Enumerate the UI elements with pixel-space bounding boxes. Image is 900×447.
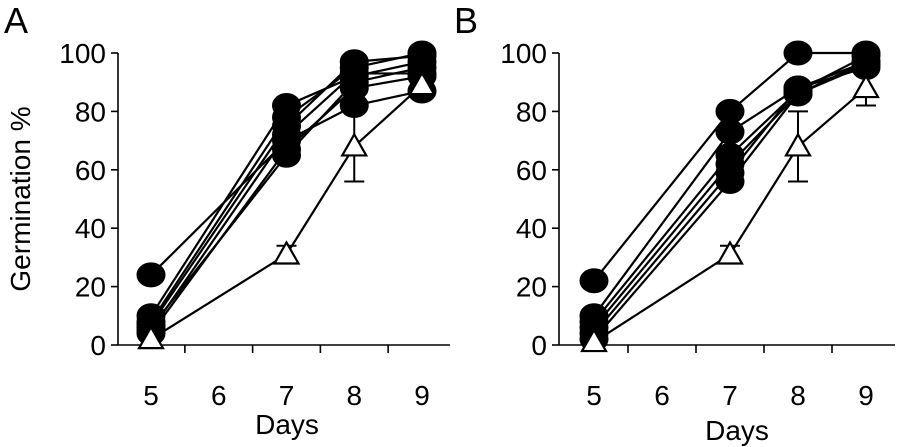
panel-b-tick-labels: 0 20 40 60 80 100 5 6 7 8 9: [500, 38, 874, 411]
panel-b-y-tick-label: 60: [516, 155, 547, 186]
panel-b-point-filled-circle: [783, 40, 813, 66]
panel-b-series-line-7: [593, 87, 867, 344]
panel-b-x-tick-label: 9: [858, 380, 874, 411]
panel-a-y-tick-label: 0: [90, 330, 106, 361]
panel-b-y-tick-label: 80: [516, 96, 547, 127]
panel-b-x-tick-label: 7: [722, 380, 738, 411]
panel-b-x-tick-label: 6: [654, 380, 670, 411]
panel-b-series-line-1: [593, 51, 866, 282]
panel-b-plot-area: [579, 40, 881, 353]
panel-b-point-open-triangle: [784, 132, 812, 157]
panel-a-y-tick-label: 80: [75, 96, 106, 127]
panel-a-x-tick-label: 6: [211, 380, 227, 411]
panel-b-point-filled-circle: [783, 81, 813, 107]
panel-b-x-axis-title: Days: [705, 415, 769, 446]
panel-b-point-filled-circle: [579, 268, 609, 294]
panel-b-x-tick-label: 8: [790, 380, 806, 411]
panel-b-point-filled-circle: [715, 119, 745, 145]
panel-b-point-filled-circle: [851, 49, 881, 75]
panel-a: A Germination % Days 0 20 40 60 80 100 5 6 7 8 9: [4, 0, 450, 440]
panel-a-series-line-7: [150, 66, 423, 329]
panel-b-y-tick-label: 20: [516, 272, 547, 303]
panel-a-point-open-triangle: [340, 132, 369, 157]
panel-b-series-line-2: [593, 60, 867, 317]
panel-b-point-open-triangle: [580, 327, 608, 353]
panel-b-axes: [552, 52, 895, 353]
panel-a-plot-area: [136, 40, 437, 350]
panel-b-y-tick-label: 0: [531, 330, 547, 361]
panel-a-y-tick-label: 40: [75, 213, 106, 244]
panel-a-series-line-5: [150, 72, 422, 332]
panel-b-y-tick-label: 40: [516, 213, 547, 244]
panel-b: B Days 0 20 40 60 80 100 5 6 7 8 9: [454, 0, 895, 446]
panel-a-tick-labels: 0 20 40 60 80 100 5 6 7 8 9: [59, 38, 430, 411]
panel-a-point-open-triangle: [272, 240, 301, 265]
panel-b-point-open-triangle: [716, 240, 744, 265]
panel-a-point-open-triangle: [137, 324, 165, 350]
panel-a-series-line-1: [150, 89, 423, 276]
panel-a-series-line-8: [150, 84, 423, 341]
panel-b-y-tick-label: 100: [500, 38, 547, 69]
panel-a-point-filled-circle: [272, 142, 301, 168]
panel-b-point-filled-circle: [715, 168, 745, 194]
panel-a-y-tick-label: 100: [59, 38, 106, 69]
panel-a-point-filled-circle: [136, 262, 166, 288]
panel-b-letter: B: [454, 0, 478, 41]
panel-a-y-tick-label: 20: [75, 272, 106, 303]
panel-a-y-tick-label: 60: [75, 155, 106, 186]
panel-a-x-tick-label: 8: [346, 380, 362, 411]
panel-a-x-tick-label: 5: [143, 380, 159, 411]
panel-a-point-open-triangle: [408, 70, 436, 96]
panel-a-x-tick-label: 9: [414, 380, 430, 411]
panel-a-y-axis-title: Germination %: [5, 106, 36, 291]
panel-a-point-filled-circle: [339, 69, 369, 95]
panel-a-x-tick-label: 7: [279, 380, 295, 411]
panel-a-series-line-2: [150, 60, 423, 317]
panel-b-point-open-triangle: [852, 73, 880, 99]
panel-a-x-axis-title: Days: [255, 409, 319, 440]
panel-b-series-line-3: [593, 54, 867, 323]
panel-a-series-line-4: [150, 54, 423, 326]
panel-a-letter: A: [4, 0, 28, 41]
panel-a-axes: [111, 52, 450, 353]
panel-b-x-tick-label: 5: [586, 380, 602, 411]
panel-b-series-line-6: [593, 60, 867, 340]
